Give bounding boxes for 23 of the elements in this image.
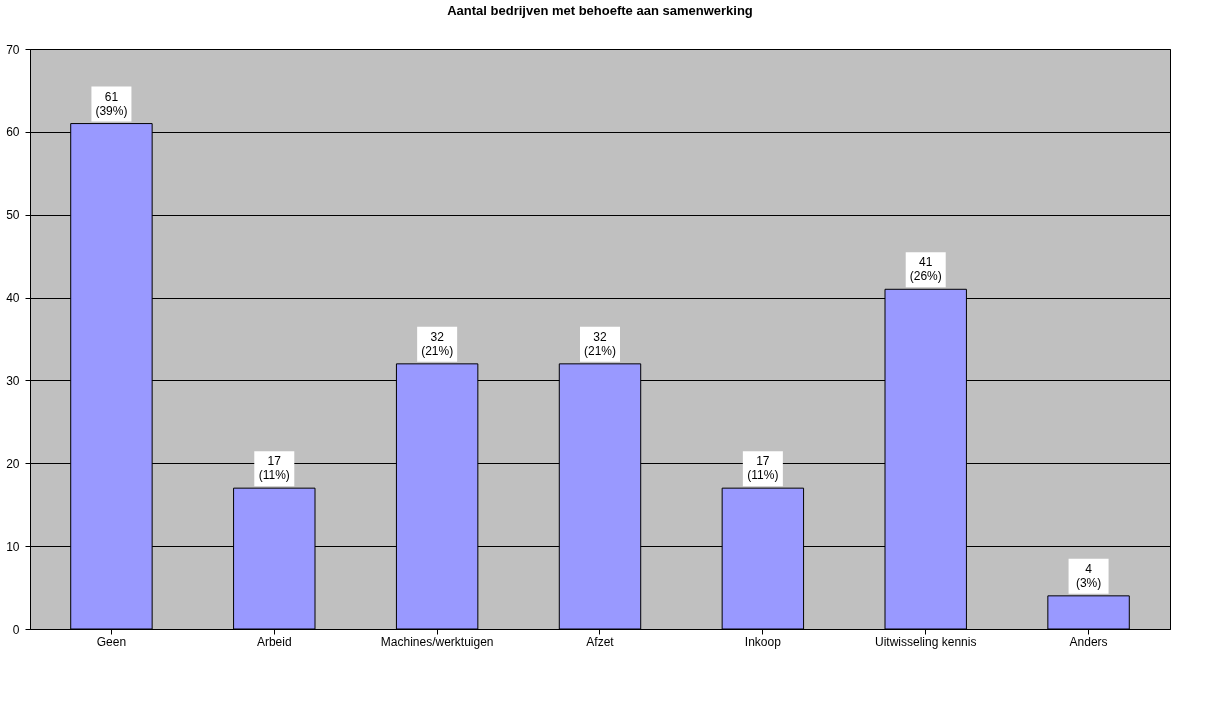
data-label: 61 (39%) (95, 89, 128, 118)
y-tick-label: 20 (6, 456, 20, 471)
x-tick-label: Afzet (586, 634, 615, 649)
x-tick-label: Arbeid (256, 634, 292, 649)
chart-title: Aantal bedrijven met behoefte aan samenwerking (447, 3, 753, 18)
x-tick-label: Uitwisseling kennis (875, 634, 977, 649)
y-tick-label: 70 (6, 42, 20, 57)
data-label: 32 (21%) (583, 329, 617, 358)
data-label: 32 (21%) (421, 329, 454, 358)
data-label: 41 (26%) (909, 255, 942, 284)
y-tick-label: 50 (6, 208, 20, 223)
y-tick-label: 40 (6, 291, 20, 306)
y-tick-label: 30 (6, 373, 20, 388)
y-tick-label: 0 (12, 622, 20, 637)
y-tick-label: 60 (6, 125, 20, 140)
x-tick-label: Geen (96, 634, 127, 649)
data-label: 17 (11%) (747, 454, 779, 483)
data-label: 17 (11%) (258, 454, 290, 483)
data-label: 4 (3%) (1075, 561, 1102, 590)
y-tick-label: 10 (6, 539, 20, 554)
x-tick-label: Inkoop (744, 634, 782, 649)
x-tick-label: Machines/werktuigen (380, 634, 494, 649)
x-tick-label: Anders (1069, 634, 1108, 649)
